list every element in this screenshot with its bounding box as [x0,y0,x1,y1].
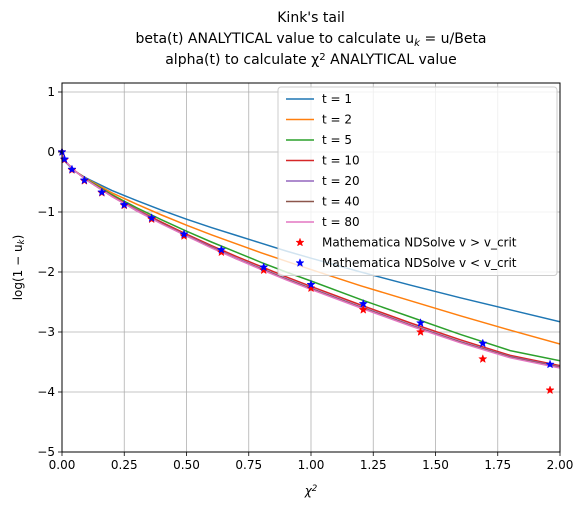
legend-label: t = 10 [322,154,360,168]
y-axis-label: log(1 − uk) [11,235,27,301]
data-point [67,164,77,174]
data-point [79,175,90,185]
series-layer [57,147,560,395]
data-point [97,187,107,197]
data-point [545,385,555,395]
ticks: 0.00 0.25 0.50 0.75 1.00 1.25 1.50 1.75 2.00 −5 −4… [37,85,573,472]
y-tick-label: −2 [37,265,55,279]
x-tick-label: 2.00 [547,458,574,472]
data-point [415,318,426,327]
x-tick-label: 0.75 [235,458,262,472]
y-tick-label: −1 [37,205,55,219]
data-point [179,229,189,239]
legend-star-swatch [295,237,305,247]
axis-labels: χ2 log(1 − uk) [11,235,317,498]
title-line: Kink's tail [277,10,345,26]
data-point [358,298,368,308]
y-tick-label: −3 [37,325,55,339]
legend-label: t = 5 [322,133,352,147]
legend-star-swatch [295,258,305,267]
chart-title: Kink's tail beta(t) ANALYTICAL value to c… [135,10,486,68]
legend-label: t = 2 [322,113,352,127]
data-point [59,154,70,164]
data-point [478,338,488,348]
title-line: alpha(t) to calculate χ2 ANALYTICAL valu… [165,52,457,68]
data-point [306,283,316,293]
data-point [119,199,129,209]
legend-label: Mathematica NDSolve v < v_crit [322,256,517,270]
data-point [216,244,227,254]
x-tick-label: 0.25 [111,458,138,472]
y-tick-label: −4 [37,385,55,399]
legend-label: t = 20 [322,174,360,188]
data-point [545,359,555,369]
data-point [358,304,368,314]
x-tick-label: 1.50 [422,458,449,472]
x-tick-label: 1.25 [360,458,387,472]
x-tick-label: 1.00 [298,458,325,472]
y-tick-label: 1 [47,85,55,99]
legend-label: t = 80 [322,215,360,229]
legend-label: t = 1 [322,92,352,106]
x-axis-label: χ2 [304,484,318,498]
y-tick-label: −5 [37,445,55,459]
data-point [146,213,157,222]
data-point [259,265,269,275]
title-line: beta(t) ANALYTICAL value to calculate uk… [135,31,486,49]
legend: t = 1 t = 2 t = 5 t = 10 t = 20 t = 40 t = 80 M… [277,86,558,276]
y-tick-label: 0 [47,145,55,159]
data-point [415,327,426,336]
x-tick-label: 1.75 [484,458,511,472]
data-point [306,279,316,289]
legend-label: t = 40 [322,195,360,209]
legend-label: Mathematica NDSolve v > v_crit [322,236,517,250]
data-point [478,354,488,363]
legend-box [277,86,558,276]
data-point [259,262,269,272]
x-tick-label: 0.00 [49,458,76,472]
x-tick-label: 0.50 [173,458,200,472]
